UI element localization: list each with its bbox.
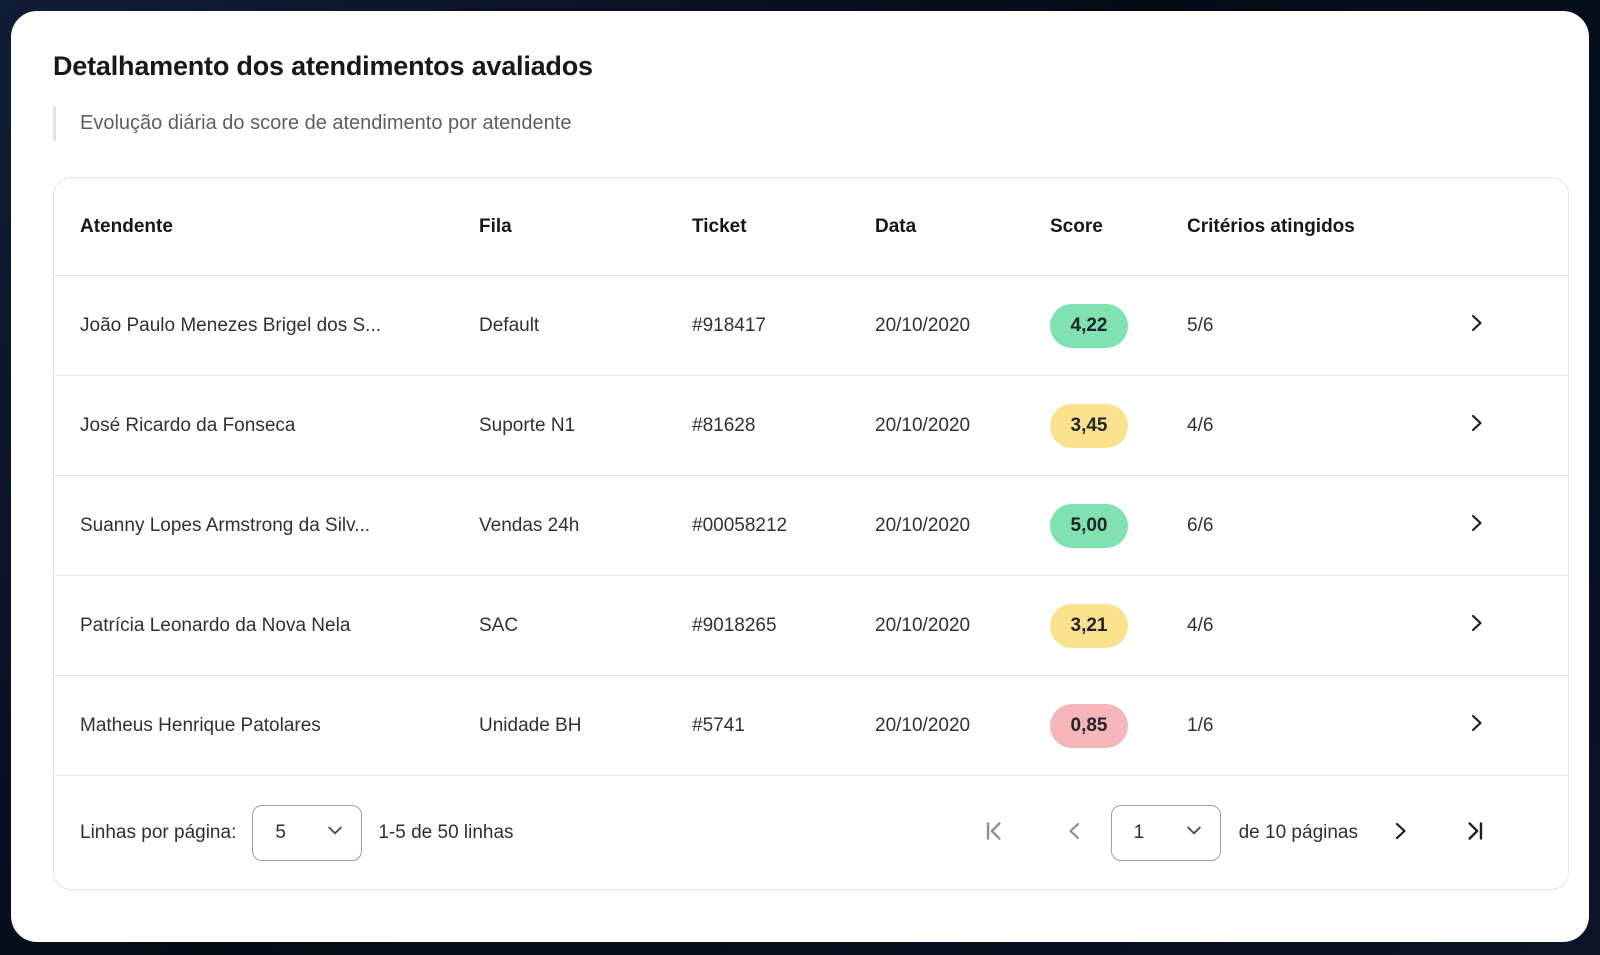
- score-badge: 4,22: [1050, 303, 1128, 348]
- score-badge: 0,85: [1050, 703, 1128, 748]
- cell-criterios: 4/6: [1187, 614, 1214, 636]
- cell-data: 20/10/2020: [875, 314, 971, 336]
- row-detail-button[interactable]: [1464, 511, 1488, 540]
- chevron-left-icon: [1063, 819, 1087, 846]
- chevron-down-icon: [325, 820, 345, 846]
- rows-per-page-label: Linhas por página:: [80, 821, 237, 843]
- cell-fila: Default: [479, 314, 540, 336]
- cell-criterios: 6/6: [1187, 514, 1214, 536]
- cell-ticket: #81628: [692, 414, 756, 436]
- cell-ticket: #00058212: [692, 514, 788, 536]
- table-row[interactable]: José Ricardo da Fonseca Suporte N1 #8162…: [54, 375, 1568, 475]
- page-select[interactable]: 1: [1110, 804, 1221, 861]
- rows-range-text: 1-5 de 50 linhas: [378, 821, 514, 843]
- chevron-right-icon: [1464, 311, 1488, 340]
- chevron-right-icon: [1464, 511, 1488, 540]
- first-page-button[interactable]: [981, 818, 1007, 847]
- score-badge: 3,45: [1050, 403, 1128, 448]
- cell-atendente: João Paulo Menezes Brigel dos S...: [80, 314, 382, 336]
- cell-atendente: José Ricardo da Fonseca: [80, 414, 296, 436]
- cell-atendente: Suanny Lopes Armstrong da Silv...: [80, 514, 371, 536]
- table-row[interactable]: Matheus Henrique Patolares Unidade BH #5…: [54, 675, 1568, 775]
- page-title: Detalhamento dos atendimentos avaliados: [53, 51, 593, 81]
- table-body: João Paulo Menezes Brigel dos S... Defau…: [54, 275, 1568, 775]
- row-detail-button[interactable]: [1464, 611, 1488, 640]
- cell-fila: Unidade BH: [479, 714, 582, 736]
- main-panel: Detalhamento dos atendimentos avaliados …: [11, 11, 1589, 942]
- cell-criterios: 5/6: [1187, 314, 1214, 336]
- pages-count-text: de 10 páginas: [1238, 821, 1358, 843]
- page-select-value: 1: [1133, 821, 1145, 843]
- cell-atendente: Patrícia Leonardo da Nova Nela: [80, 614, 351, 636]
- chevron-right-icon: [1388, 819, 1412, 846]
- table-row[interactable]: João Paulo Menezes Brigel dos S... Defau…: [54, 275, 1568, 375]
- row-detail-button[interactable]: [1464, 311, 1488, 340]
- page-subtitle: Evolução diária do score de atendimento …: [53, 106, 1559, 141]
- column-header-criterios: Critérios atingidos: [1187, 215, 1355, 237]
- chevron-right-icon: [1464, 711, 1488, 740]
- cell-ticket: #918417: [692, 314, 766, 336]
- score-badge: 3,21: [1050, 603, 1128, 648]
- last-page-icon: [1462, 818, 1488, 847]
- chevron-down-icon: [1184, 820, 1204, 846]
- previous-page-button[interactable]: [1063, 819, 1087, 846]
- cell-criterios: 4/6: [1187, 414, 1214, 436]
- table-header-row: Atendente Fila Ticket Data Score Critéri…: [54, 178, 1568, 275]
- column-header-atendente: Atendente: [80, 215, 173, 237]
- rows-per-page-value: 5: [275, 821, 286, 843]
- row-detail-button[interactable]: [1464, 411, 1488, 440]
- evaluations-table-card: Atendente Fila Ticket Data Score Critéri…: [53, 177, 1569, 890]
- last-page-button[interactable]: [1462, 818, 1488, 847]
- score-badge: 5,00: [1050, 503, 1128, 548]
- column-header-score: Score: [1050, 215, 1103, 237]
- pagination-bar: Linhas por página: 5 1-5 de 50 linhas: [54, 775, 1568, 889]
- next-page-button[interactable]: [1388, 819, 1412, 846]
- cell-ticket: #9018265: [692, 614, 777, 636]
- table-row[interactable]: Patrícia Leonardo da Nova Nela SAC #9018…: [54, 575, 1568, 675]
- cell-data: 20/10/2020: [875, 414, 971, 436]
- rows-per-page-select[interactable]: 5: [252, 804, 363, 861]
- cell-atendente: Matheus Henrique Patolares: [80, 714, 321, 736]
- chevron-right-icon: [1464, 611, 1488, 640]
- column-header-fila: Fila: [479, 215, 512, 237]
- cell-data: 20/10/2020: [875, 714, 971, 736]
- row-detail-button[interactable]: [1464, 711, 1488, 740]
- cell-fila: Suporte N1: [479, 414, 576, 436]
- chevron-right-icon: [1464, 411, 1488, 440]
- column-header-data: Data: [875, 215, 917, 237]
- cell-data: 20/10/2020: [875, 514, 971, 536]
- column-header-ticket: Ticket: [692, 215, 747, 237]
- cell-fila: SAC: [479, 614, 519, 636]
- cell-fila: Vendas 24h: [479, 514, 580, 536]
- cell-ticket: #5741: [692, 714, 745, 736]
- cell-criterios: 1/6: [1187, 714, 1214, 736]
- first-page-icon: [981, 818, 1007, 847]
- table-row[interactable]: Suanny Lopes Armstrong da Silv... Vendas…: [54, 475, 1568, 575]
- cell-data: 20/10/2020: [875, 614, 971, 636]
